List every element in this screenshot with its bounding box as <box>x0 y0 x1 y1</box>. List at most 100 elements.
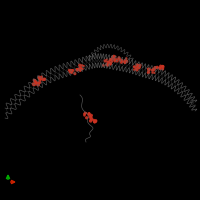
Point <box>33 83 36 86</box>
Point <box>82 64 85 68</box>
Point <box>125 59 128 62</box>
Point <box>33 79 36 82</box>
Point <box>123 60 126 64</box>
Point <box>123 61 126 65</box>
Point <box>105 58 108 61</box>
Point <box>83 112 86 116</box>
Point <box>87 112 90 115</box>
Point <box>148 68 151 71</box>
Point <box>78 64 81 67</box>
Point <box>151 71 154 74</box>
Point <box>78 67 82 70</box>
Point <box>32 82 35 86</box>
Point <box>38 81 41 84</box>
Point <box>90 114 93 117</box>
Point <box>147 71 150 74</box>
Point <box>159 67 162 70</box>
Point <box>90 117 93 120</box>
Point <box>153 71 156 74</box>
Point <box>161 68 164 71</box>
Point <box>120 59 124 62</box>
Point <box>147 67 150 71</box>
Point <box>68 69 71 72</box>
Point <box>114 55 117 58</box>
Point <box>109 62 112 65</box>
Point <box>147 69 150 72</box>
Point <box>93 120 96 124</box>
Point <box>115 59 119 62</box>
Point <box>125 60 128 63</box>
Point <box>112 57 115 60</box>
Point <box>88 112 91 116</box>
Point <box>132 65 136 68</box>
Point <box>73 72 76 75</box>
Point <box>113 60 116 63</box>
Point <box>124 61 127 64</box>
Point <box>93 120 96 123</box>
Point <box>137 66 141 69</box>
Point <box>135 67 138 70</box>
Point <box>83 114 86 117</box>
Point <box>89 119 92 122</box>
Point <box>80 67 83 70</box>
Point <box>112 55 115 58</box>
Point <box>154 66 157 69</box>
Point <box>89 115 92 119</box>
Point <box>85 116 88 119</box>
Point <box>106 63 109 67</box>
Point <box>147 71 150 74</box>
Point <box>93 120 96 123</box>
Point <box>81 67 84 71</box>
Point <box>33 79 36 82</box>
Point <box>34 81 37 84</box>
Point <box>138 64 141 67</box>
Point <box>94 119 97 122</box>
Point <box>70 70 73 73</box>
Point <box>43 78 46 81</box>
Point <box>110 60 114 63</box>
Point <box>79 67 82 70</box>
Point <box>37 82 41 85</box>
Point <box>69 71 72 74</box>
Point <box>34 81 38 84</box>
Point <box>109 61 112 64</box>
Point <box>123 58 127 62</box>
Point <box>78 68 81 71</box>
Point <box>38 77 41 80</box>
Point <box>159 64 162 68</box>
Point <box>37 81 40 85</box>
Point <box>151 68 154 72</box>
Point <box>69 69 72 72</box>
Point <box>110 58 113 61</box>
Point <box>138 64 141 67</box>
Point <box>113 59 117 62</box>
Point <box>94 120 97 123</box>
Point <box>133 65 136 69</box>
Point <box>88 112 91 115</box>
Point <box>109 61 112 65</box>
Point <box>39 77 42 81</box>
Point <box>37 84 40 87</box>
Point <box>118 58 121 61</box>
Point <box>136 64 139 67</box>
Point <box>135 68 138 71</box>
Point <box>117 56 121 59</box>
Point <box>39 78 42 81</box>
Point <box>92 119 96 122</box>
Point <box>84 111 87 115</box>
Point <box>118 57 121 60</box>
Point <box>102 64 105 67</box>
Point <box>35 83 39 86</box>
Point <box>136 66 139 69</box>
Point <box>41 78 45 81</box>
Point <box>113 57 116 60</box>
Point <box>85 112 88 115</box>
Point <box>76 68 79 71</box>
Point <box>152 68 155 71</box>
Point <box>133 68 136 71</box>
Point <box>106 64 109 67</box>
Point <box>70 69 73 72</box>
Point <box>40 75 43 79</box>
Point <box>156 66 159 69</box>
Point <box>106 61 110 64</box>
